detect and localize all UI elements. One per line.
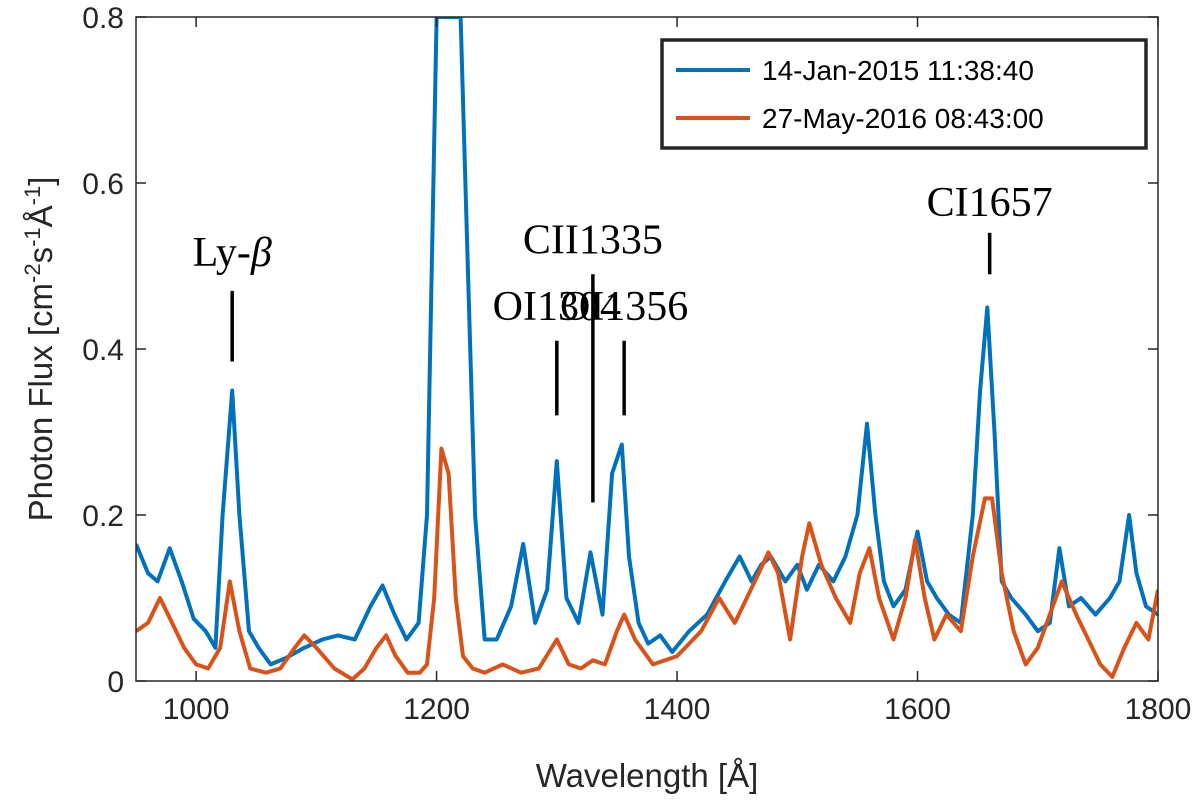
y-tick-label: 0.2	[82, 500, 124, 533]
y-tick-label: 0.6	[82, 168, 124, 201]
annotation-label: OI1304	[493, 284, 621, 330]
annotation-label: CI1657	[927, 180, 1053, 226]
annotation-label: CII1335	[523, 218, 663, 264]
y-tick-label: 0	[107, 666, 124, 699]
x-axis-label: Wavelength [Å]	[536, 757, 759, 794]
x-tick-label: 1000	[163, 693, 230, 726]
annotation-layer: Ly-β OI1304 CII1335 OI1356 CI1657	[193, 180, 1053, 503]
y-tick-label: 0.8	[82, 2, 124, 35]
legend-label-series-1: 14-Jan-2015 11:38:40	[762, 55, 1034, 86]
x-tick-label: 1400	[644, 693, 711, 726]
y-axis-label-exp1: -2	[20, 263, 45, 283]
y-axis-label-exp2: -1	[20, 227, 45, 247]
y-axis-label-main: Photon Flux [cm	[22, 283, 59, 521]
legend-label-series-2: 27-May-2016 08:43:00	[762, 103, 1044, 134]
x-tick-label: 1200	[403, 693, 470, 726]
x-tick-label: 1600	[884, 693, 951, 726]
y-axis-label-angstrom: Å	[22, 205, 59, 227]
legend-box	[660, 38, 1148, 150]
legend: 14-Jan-2015 11:38:40 27-May-2016 08:43:0…	[660, 38, 1148, 150]
x-tick-label: 1800	[1125, 693, 1192, 726]
annotation-label: OI1356	[560, 284, 688, 330]
y-axis-label-exp3: -1	[20, 186, 45, 206]
x-ticks: 1000 1200 1400 1600 1800	[163, 17, 1192, 726]
y-axis-label: Photon Flux [cm-2s-1Å-1]	[20, 177, 59, 522]
y-axis-label-close: ]	[22, 177, 59, 186]
series-line-1	[136, 17, 1158, 667]
y-tick-label: 0.4	[82, 334, 124, 367]
annotation-label: Ly-β	[193, 230, 272, 276]
series-line-2	[136, 446, 1158, 681]
y-axis-label-s: s	[22, 247, 59, 264]
y-ticks: 0 0.2 0.4 0.6 0.8	[82, 2, 1158, 699]
series-layer	[136, 17, 1158, 681]
